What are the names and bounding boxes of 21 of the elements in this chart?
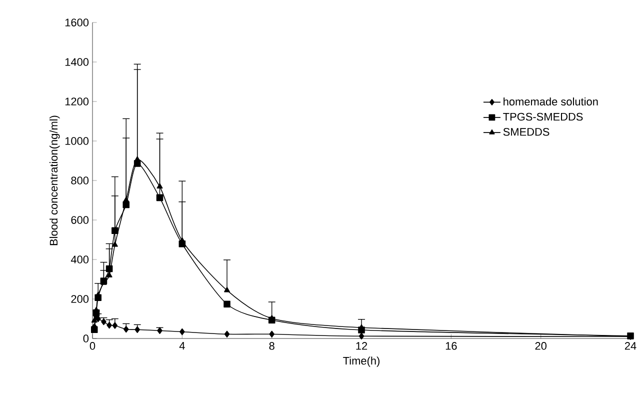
- y-tick-label: 400: [70, 256, 89, 264]
- legend-label: SMEDDS: [503, 128, 550, 136]
- x-tick-label: 0: [90, 342, 96, 350]
- y-tick-label: 600: [71, 216, 89, 224]
- x-tick-label: 8: [269, 342, 274, 350]
- x-tick-label: 20: [535, 342, 546, 350]
- y-tick-label: 1400: [65, 58, 89, 66]
- y-tick-label: 800: [71, 176, 89, 184]
- y-axis-title: Blood concentration(ng/ml): [50, 116, 60, 246]
- x-tick-label: 24: [624, 342, 636, 350]
- legend-label: homemade solution: [504, 97, 598, 106]
- y-tick-label: 1200: [65, 98, 89, 106]
- y-tick-label: 1000: [65, 137, 89, 145]
- x-tick-label: 4: [179, 342, 185, 350]
- y-tick-label: 0: [83, 334, 89, 342]
- x-tick-label: 16: [446, 342, 457, 350]
- y-tick-label: 200: [71, 295, 89, 303]
- x-tick-label: 12: [356, 342, 368, 350]
- y-tick-label: 1600: [65, 18, 89, 26]
- x-axis-title: Time(h): [343, 356, 380, 367]
- legend-label: TPGS-SMEDDS: [503, 112, 583, 121]
